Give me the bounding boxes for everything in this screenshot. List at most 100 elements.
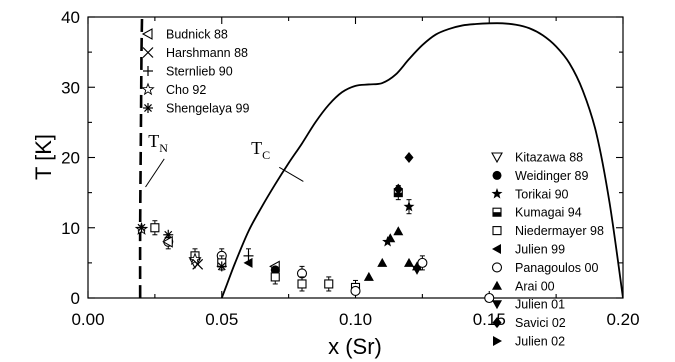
legend-item-torikai-90: Torikai 90 <box>491 187 569 201</box>
legend-label: Torikai 90 <box>515 187 569 201</box>
curve-tc-line <box>220 22 623 298</box>
data-point-panagoulos-00 <box>484 292 495 304</box>
data-points <box>134 152 495 304</box>
legend-label: Weidinger 89 <box>515 169 588 183</box>
data-point-savici-02 <box>393 183 403 195</box>
circle-open-marker <box>484 292 495 304</box>
data-point-torikai-90 <box>403 199 415 215</box>
triangle-up-filled-marker <box>377 257 388 267</box>
square-open-marker <box>324 279 334 289</box>
legend-label: Panagoulos 00 <box>515 261 598 275</box>
data-point-niedermayer-98 <box>270 269 280 285</box>
data-point-shengelaya-99 <box>216 261 227 272</box>
legend-label: Shengelaya 99 <box>166 102 249 116</box>
triangle-up-filled-marker <box>412 261 423 271</box>
data-point-arai-00 <box>377 257 388 267</box>
x-marker <box>192 258 204 270</box>
legend-label: Julien 99 <box>515 243 565 257</box>
circle-open-marker <box>417 257 428 268</box>
legend-item-kumagai-94: Kumagai 94 <box>492 206 582 220</box>
curve-tn-line <box>138 17 144 298</box>
x-axis-title: x (Sr) <box>328 334 382 359</box>
triangle-right-filled-legend-marker <box>493 336 502 346</box>
y-tick-label: 10 <box>61 219 80 238</box>
square-half-legend-marker <box>492 207 502 217</box>
axis-ticks: 0.00 0.05 0.10 0.15 0.20 0 10 20 30 40 <box>61 8 639 329</box>
legend-item-panagoulos-00: Panagoulos 00 <box>491 261 598 275</box>
legend-label: Savici 02 <box>515 316 566 330</box>
square-open-marker <box>270 272 280 282</box>
circle-filled-legend-marker <box>492 170 502 180</box>
data-point-panagoulos-00 <box>350 285 361 297</box>
triangle-left-open-legend-marker <box>141 28 153 40</box>
triangle-left-open-marker <box>162 235 173 248</box>
y-tick-label: 0 <box>71 289 80 308</box>
legend-item-savici-02: Savici 02 <box>492 316 566 330</box>
triangle-up-filled-marker <box>363 271 374 281</box>
triangle-up-filled-legend-marker <box>492 280 502 290</box>
plus-marker <box>243 250 254 261</box>
diamond-filled-legend-marker <box>492 317 502 329</box>
legend-label: Niedermayer 98 <box>515 224 604 238</box>
x-legend-marker <box>142 47 154 58</box>
triangle-up-filled-marker <box>393 226 404 236</box>
curve-tc-leader <box>279 166 304 182</box>
legend-item-julien-99: Julien 99 <box>492 243 565 257</box>
star-filled-marker <box>403 200 415 212</box>
data-point-arai-00 <box>393 226 404 236</box>
legend-label: Kumagai 94 <box>515 206 582 220</box>
data-point-niedermayer-98 <box>150 220 160 236</box>
data-point-arai-00 <box>363 271 374 281</box>
legend-item-cho-92: Cho 92 <box>141 82 206 97</box>
triangle-left-filled-marker <box>243 257 253 268</box>
data-point-budnick-88 <box>162 235 173 248</box>
plus-legend-marker <box>143 66 153 76</box>
legend-label: Julien 01 <box>515 298 565 312</box>
circle-open-legend-marker <box>491 262 503 273</box>
legend-item-julien-01: Julien 01 <box>492 298 565 312</box>
legend-label: Kitazawa 88 <box>515 151 583 165</box>
legend-item-sternlieb-90: Sternlieb 90 <box>143 65 233 79</box>
diamond-filled-marker <box>404 152 414 163</box>
asterisk-marker <box>216 261 227 272</box>
square-open-marker <box>297 279 307 289</box>
data-point-julien-99 <box>243 257 253 268</box>
legend-label: Julien 02 <box>515 335 565 349</box>
curve-tn-leader <box>145 158 165 188</box>
legend-item-kitazawa-88: Kitazawa 88 <box>491 151 583 165</box>
diamond-filled-marker <box>393 183 403 195</box>
data-point-niedermayer-98 <box>324 276 334 292</box>
legend-left: Budnick 88 Harshmann 88 Sternlieb 90 Cho 92… <box>141 28 249 116</box>
triangle-up-filled-marker <box>404 257 414 267</box>
legend-label: Arai 00 <box>515 279 555 293</box>
x-tick-label: 0.00 <box>71 310 104 329</box>
curve-tc-label: TC <box>251 138 270 162</box>
asterisk-marker <box>136 222 147 233</box>
curve-tn-label-sub: N <box>159 141 168 155</box>
legend-item-shengelaya-99: Shengelaya 99 <box>143 102 249 116</box>
data-point-arai-00 <box>404 257 414 267</box>
legend-right: Kitazawa 88 Weidinger 89 Torikai 90 Kumagai… <box>491 151 604 349</box>
triangle-up-filled-marker <box>385 233 396 243</box>
data-point-niedermayer-98 <box>297 276 307 292</box>
star-filled-legend-marker <box>491 188 503 199</box>
triangle-down-open-legend-marker <box>491 152 503 164</box>
legend-label: Harshmann 88 <box>166 46 248 60</box>
curve-tn-label: TN <box>148 131 168 155</box>
y-tick-label: 20 <box>61 149 80 168</box>
legend-item-niedermayer-98: Niedermayer 98 <box>492 224 604 238</box>
legend-item-arai-00: Arai 00 <box>492 279 555 293</box>
y-tick-label: 30 <box>61 78 80 97</box>
y-axis-title: T [K] <box>31 134 56 180</box>
legend-item-harshmann-88: Harshmann 88 <box>142 46 248 60</box>
x-tick-label: 0.20 <box>606 310 639 329</box>
x-tick-label: 0.15 <box>473 310 506 329</box>
triangle-down-filled-legend-marker <box>492 300 502 310</box>
data-point-arai-00 <box>385 233 396 243</box>
data-point-harshmann-88 <box>192 258 204 270</box>
square-open-marker <box>150 223 160 233</box>
triangle-left-filled-legend-marker <box>492 244 501 254</box>
data-point-panagoulos-00 <box>417 255 428 271</box>
legend-item-weidinger-89: Weidinger 89 <box>492 169 588 183</box>
data-point-savici-02 <box>404 152 414 163</box>
